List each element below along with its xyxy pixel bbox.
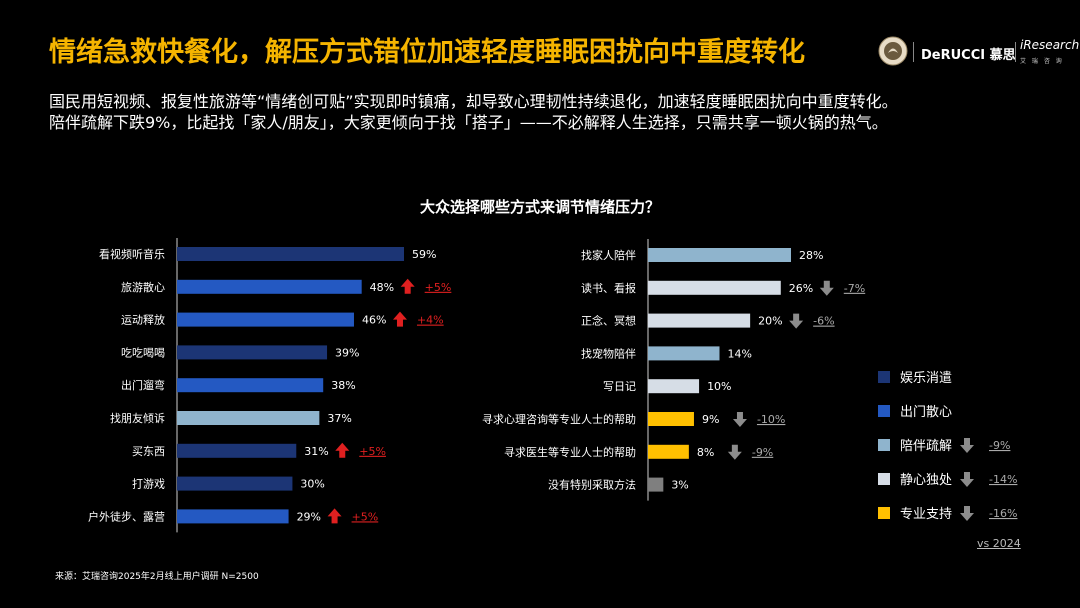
right-value-label: 9% bbox=[702, 413, 719, 426]
left-bar bbox=[177, 443, 297, 458]
right-bar bbox=[648, 280, 781, 295]
subtitle-line-2: 陪伴疏解下跌9%，比起找「家人/朋友」，大家更倾向于找「搭子」——不必解释人生选… bbox=[49, 113, 888, 132]
left-value-label: 48% bbox=[370, 281, 394, 294]
left-category-label: 打游戏 bbox=[132, 477, 165, 491]
left-up-arrow-icon bbox=[400, 278, 415, 294]
left-category-label: 看视频听音乐 bbox=[99, 247, 165, 261]
right-value-label: 3% bbox=[671, 479, 688, 492]
left-value-label: 37% bbox=[327, 412, 351, 425]
iresearch-logo-subtext: 艾 瑞 咨 询 bbox=[1020, 58, 1064, 65]
left-category-label: 旅游散心 bbox=[121, 280, 165, 294]
left-category-label: 户外徒步、露营 bbox=[88, 509, 165, 523]
legend-label: 专业支持 bbox=[900, 507, 952, 522]
source-footnote: 来源：艾瑞咨询2025年2月线上用户调研 N=2500 bbox=[55, 572, 259, 582]
legend-label: 陪伴疏解 bbox=[900, 439, 952, 454]
right-category-label: 找家人陪伴 bbox=[581, 248, 636, 262]
page-title: 情绪急救快餐化，解压方式错位加速轻度睡眠困扰向中重度转化 bbox=[49, 37, 805, 68]
left-value-label: 46% bbox=[362, 314, 386, 327]
right-value-label: 26% bbox=[789, 282, 813, 295]
logo-divider bbox=[1015, 42, 1016, 62]
left-bar bbox=[177, 411, 320, 425]
left-bar bbox=[177, 476, 293, 491]
right-down-arrow-icon bbox=[819, 280, 834, 296]
left-value-label: 38% bbox=[331, 379, 355, 392]
right-bar bbox=[648, 412, 694, 426]
right-bar bbox=[648, 477, 664, 492]
right-category-label: 读书、看报 bbox=[581, 281, 636, 295]
iresearch-logo-text: iResearch bbox=[1020, 38, 1080, 52]
left-bar bbox=[177, 312, 354, 327]
left-value-label: 31% bbox=[304, 445, 328, 458]
left-change-label: +5% bbox=[425, 281, 452, 294]
right-value-label: 28% bbox=[799, 249, 823, 262]
right-value-label: 20% bbox=[758, 315, 782, 328]
legend-down-arrow-icon bbox=[960, 438, 974, 453]
left-bar bbox=[177, 247, 404, 261]
left-category-label: 找朋友倾诉 bbox=[110, 411, 165, 425]
right-change-label: -9% bbox=[752, 446, 773, 459]
chart-title: 大众选择哪些方式来调节情绪压力？ bbox=[419, 198, 660, 216]
comparison-label: vs 2024 bbox=[977, 537, 1021, 550]
legend-change-label: -9% bbox=[989, 439, 1010, 452]
right-bar bbox=[648, 379, 700, 394]
legend-down-arrow-icon bbox=[960, 506, 974, 521]
derucci-emblem-icon bbox=[878, 36, 908, 66]
derucci-logo-text: DeRUCCI 慕思 bbox=[921, 48, 1016, 63]
legend-swatch bbox=[878, 439, 890, 451]
right-category-label: 正念、冥想 bbox=[581, 314, 636, 328]
right-down-arrow-icon bbox=[789, 313, 804, 329]
left-value-label: 29% bbox=[297, 510, 321, 523]
left-category-label: 运动释放 bbox=[121, 313, 165, 327]
left-up-arrow-icon bbox=[335, 442, 350, 458]
logo-divider bbox=[913, 42, 914, 62]
right-down-arrow-icon bbox=[727, 444, 742, 460]
left-value-label: 30% bbox=[300, 478, 324, 491]
legend-swatch bbox=[878, 371, 890, 383]
legend-swatch bbox=[878, 473, 890, 485]
legend-down-arrow-icon bbox=[960, 472, 974, 487]
left-up-arrow-icon bbox=[327, 508, 342, 524]
right-bar bbox=[648, 248, 791, 262]
left-change-label: +5% bbox=[359, 445, 386, 458]
left-category-label: 买东西 bbox=[132, 445, 165, 458]
right-category-label: 寻求心理咨询等专业人士的帮助 bbox=[482, 412, 636, 426]
right-change-label: -6% bbox=[813, 315, 834, 328]
legend-label: 娱乐消遣 bbox=[900, 371, 952, 386]
right-value-label: 14% bbox=[728, 347, 752, 360]
right-bar bbox=[648, 444, 689, 459]
left-value-label: 39% bbox=[335, 346, 359, 359]
right-category-label: 写日记 bbox=[603, 380, 636, 393]
right-category-label: 寻求医生等专业人士的帮助 bbox=[504, 445, 636, 459]
left-bar bbox=[177, 279, 362, 294]
right-category-label: 没有特别采取方法 bbox=[548, 478, 636, 492]
right-change-label: -10% bbox=[757, 413, 785, 426]
legend-change-label: -16% bbox=[989, 507, 1017, 520]
left-bar bbox=[177, 345, 328, 360]
legend-change-label: -14% bbox=[989, 473, 1017, 486]
legend-swatch bbox=[878, 507, 890, 519]
right-down-arrow-icon bbox=[732, 412, 747, 427]
right-bar bbox=[648, 346, 720, 361]
logo-group: DeRUCCI 慕思 iResearch 艾 瑞 咨 询 bbox=[878, 36, 1079, 68]
left-category-label: 出门遛弯 bbox=[121, 378, 165, 392]
left-change-label: +4% bbox=[417, 314, 444, 327]
left-bar bbox=[177, 378, 324, 393]
right-value-label: 8% bbox=[697, 446, 714, 459]
subtitle: 国民用短视频、报复性旅游等“情绪创可贴”实现即时镇痛，却导致心理韧性持续退化，加… bbox=[49, 91, 1059, 133]
right-bar bbox=[648, 313, 751, 328]
legend-label: 出门散心 bbox=[900, 405, 952, 420]
right-value-label: 10% bbox=[707, 380, 731, 393]
left-change-label: +5% bbox=[352, 510, 379, 523]
right-change-label: -7% bbox=[844, 282, 865, 295]
left-category-label: 吃吃喝喝 bbox=[121, 346, 165, 359]
legend-swatch bbox=[878, 405, 890, 417]
left-up-arrow-icon bbox=[392, 311, 407, 327]
legend-label: 静心独处 bbox=[900, 473, 952, 488]
left-bar bbox=[177, 509, 289, 524]
left-value-label: 59% bbox=[412, 248, 436, 261]
subtitle-line-1: 国民用短视频、报复性旅游等“情绪创可贴”实现即时镇痛，却导致心理韧性持续退化，加… bbox=[49, 92, 898, 111]
right-category-label: 找宠物陪伴 bbox=[581, 346, 636, 360]
